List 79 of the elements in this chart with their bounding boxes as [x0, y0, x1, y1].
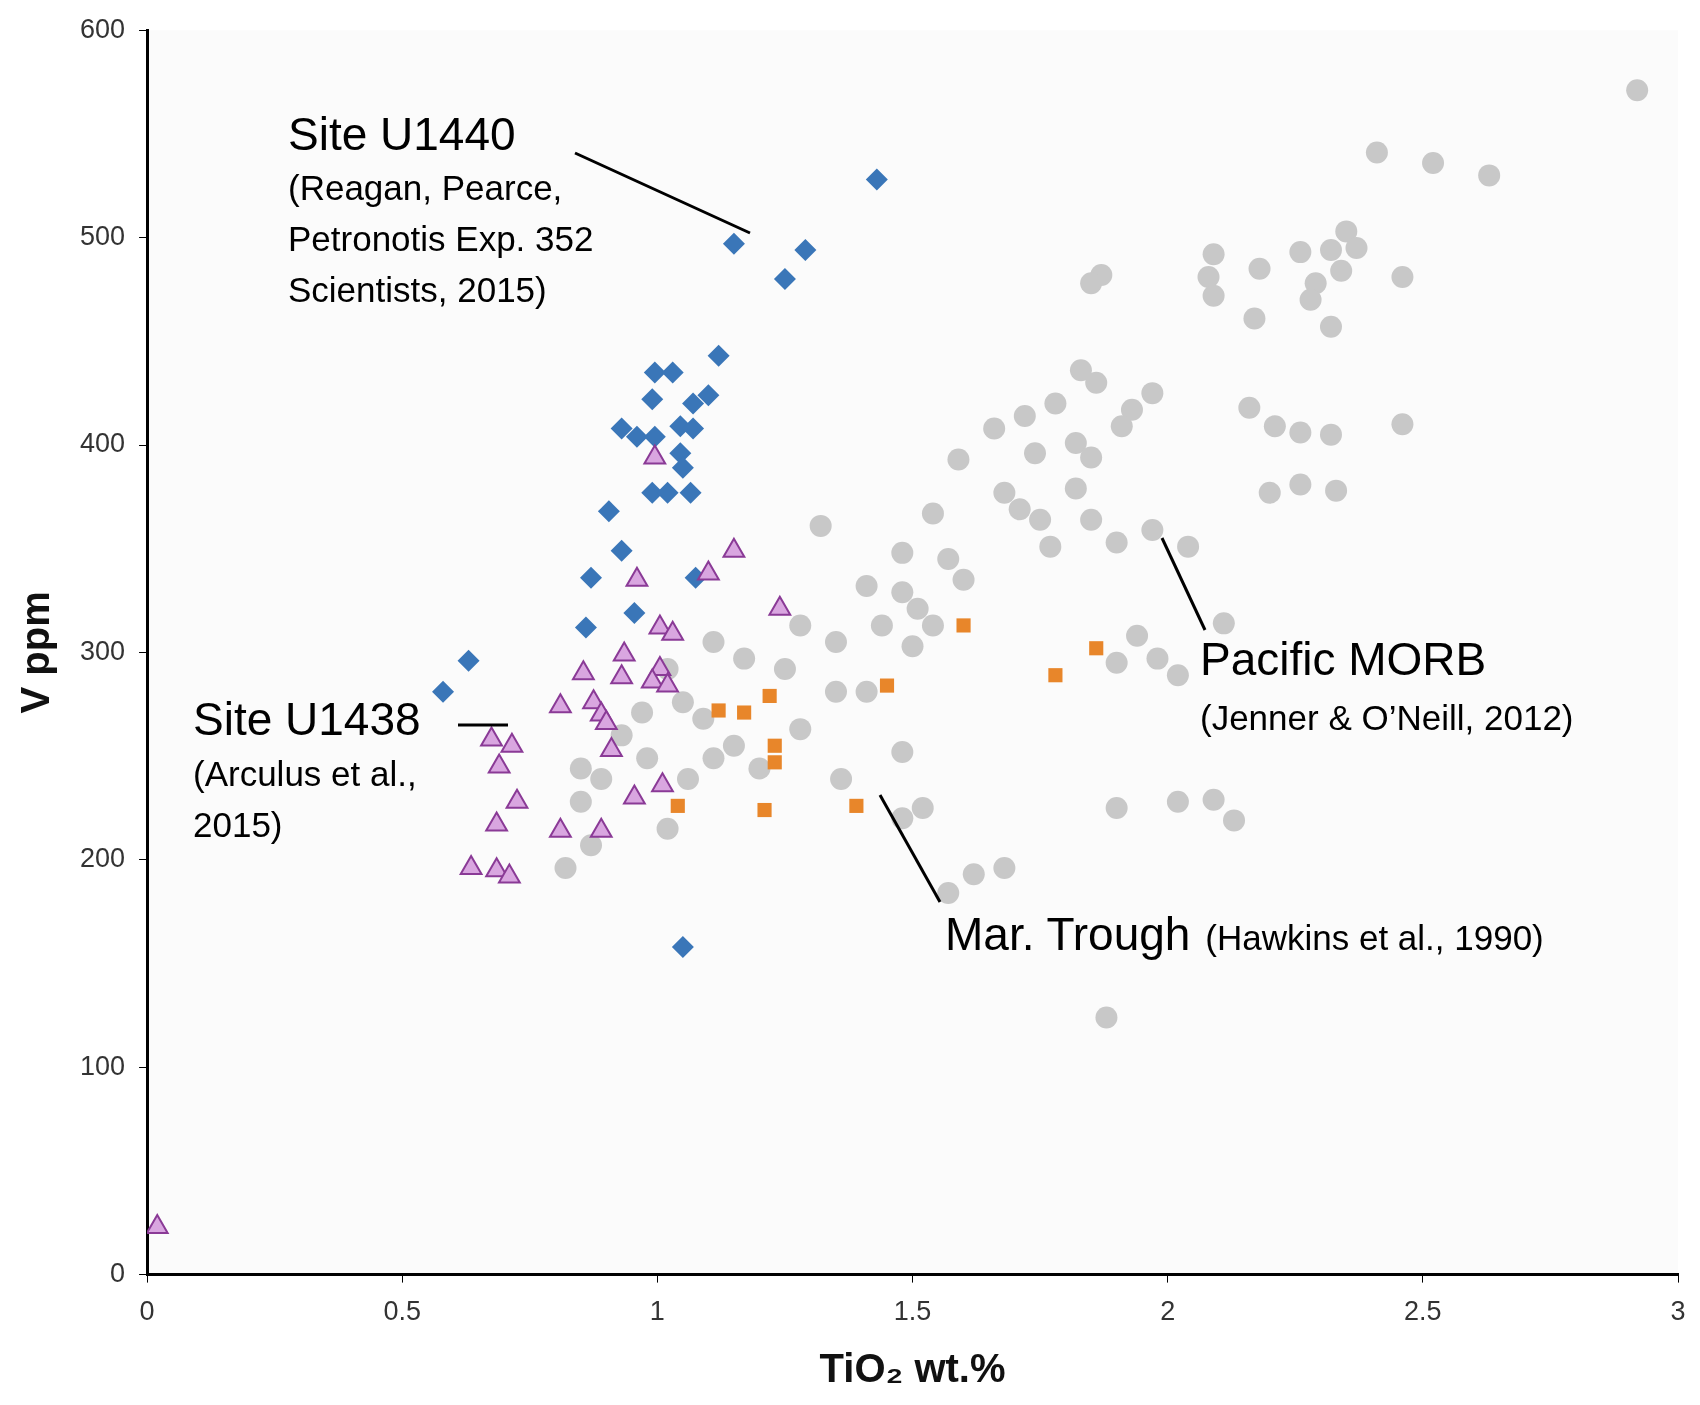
point — [574, 616, 597, 639]
point — [722, 232, 745, 255]
point — [773, 268, 796, 291]
point — [571, 660, 595, 681]
point — [737, 705, 752, 720]
x-tick-label: 1.5 — [893, 1296, 932, 1327]
point — [612, 641, 636, 662]
point — [485, 811, 509, 832]
point — [641, 388, 664, 411]
point — [1048, 668, 1063, 683]
y-tick-label: 100 — [79, 1050, 126, 1081]
y-tick-label: 0 — [110, 1258, 126, 1289]
point — [589, 817, 613, 838]
x-tick-label: 2 — [1160, 1296, 1176, 1327]
point — [670, 798, 685, 813]
point — [497, 863, 521, 884]
point — [549, 817, 572, 838]
point — [865, 168, 888, 191]
text: Mar. Trough — [945, 908, 1191, 960]
point — [661, 361, 684, 384]
point — [432, 680, 455, 703]
point — [707, 344, 730, 367]
point — [643, 361, 666, 384]
x-tick-label: 1 — [649, 1296, 665, 1327]
point — [480, 726, 503, 747]
point — [679, 481, 702, 504]
point — [500, 732, 524, 753]
y-tick-label: 200 — [79, 843, 126, 874]
point — [597, 500, 620, 523]
point — [682, 392, 705, 415]
point — [594, 709, 618, 730]
y-tick-label: 600 — [79, 13, 126, 44]
point — [849, 798, 864, 813]
point — [623, 784, 646, 805]
point — [457, 649, 480, 672]
x-axis-title: TiO₂ wt.% — [819, 1346, 1006, 1391]
y-axis-title: V ppm — [13, 591, 58, 714]
y-tick-label: 300 — [79, 635, 126, 666]
y-tick-label: 500 — [79, 221, 126, 252]
point — [580, 566, 603, 589]
point — [487, 753, 511, 774]
point — [610, 417, 633, 440]
x-tick-label: 3 — [1670, 1296, 1686, 1327]
annotation: (Jenner & O’Neill, 2012) — [1200, 698, 1574, 737]
point — [459, 855, 483, 876]
point — [956, 618, 971, 633]
point — [879, 678, 895, 693]
x-tick-label: 0.5 — [383, 1296, 421, 1327]
point — [610, 664, 634, 685]
point — [656, 481, 679, 504]
point — [640, 668, 664, 689]
point — [623, 601, 646, 624]
annotation: (Reagan, Pearce, Petronotis Exp. 352 Scientists, 2015) — [288, 168, 594, 309]
point — [767, 738, 782, 753]
point — [643, 425, 666, 448]
point — [625, 425, 648, 448]
series-label: Site U1438 — [193, 693, 421, 745]
text: Site U1440 — [288, 108, 516, 160]
point — [794, 239, 817, 262]
point — [711, 703, 726, 718]
x-tick-label: 0 — [139, 1296, 155, 1327]
point — [651, 772, 674, 793]
point — [549, 693, 572, 714]
y-tick-label: 400 — [79, 428, 126, 459]
x-tick-label: 2.5 — [1404, 1296, 1442, 1327]
annotation: (Arculus et al., 2015) — [193, 754, 417, 844]
point — [147, 1213, 169, 1234]
point — [1089, 641, 1104, 656]
point — [697, 384, 720, 407]
series-label: Pacific MORB — [1200, 633, 1487, 685]
point — [656, 672, 679, 693]
point — [671, 456, 694, 479]
annotation: (Hawkins et al., 1990) — [1205, 918, 1544, 957]
point — [600, 736, 623, 757]
point — [682, 417, 705, 440]
point — [505, 788, 529, 809]
point — [661, 620, 685, 641]
point — [762, 688, 777, 704]
point — [610, 539, 633, 562]
